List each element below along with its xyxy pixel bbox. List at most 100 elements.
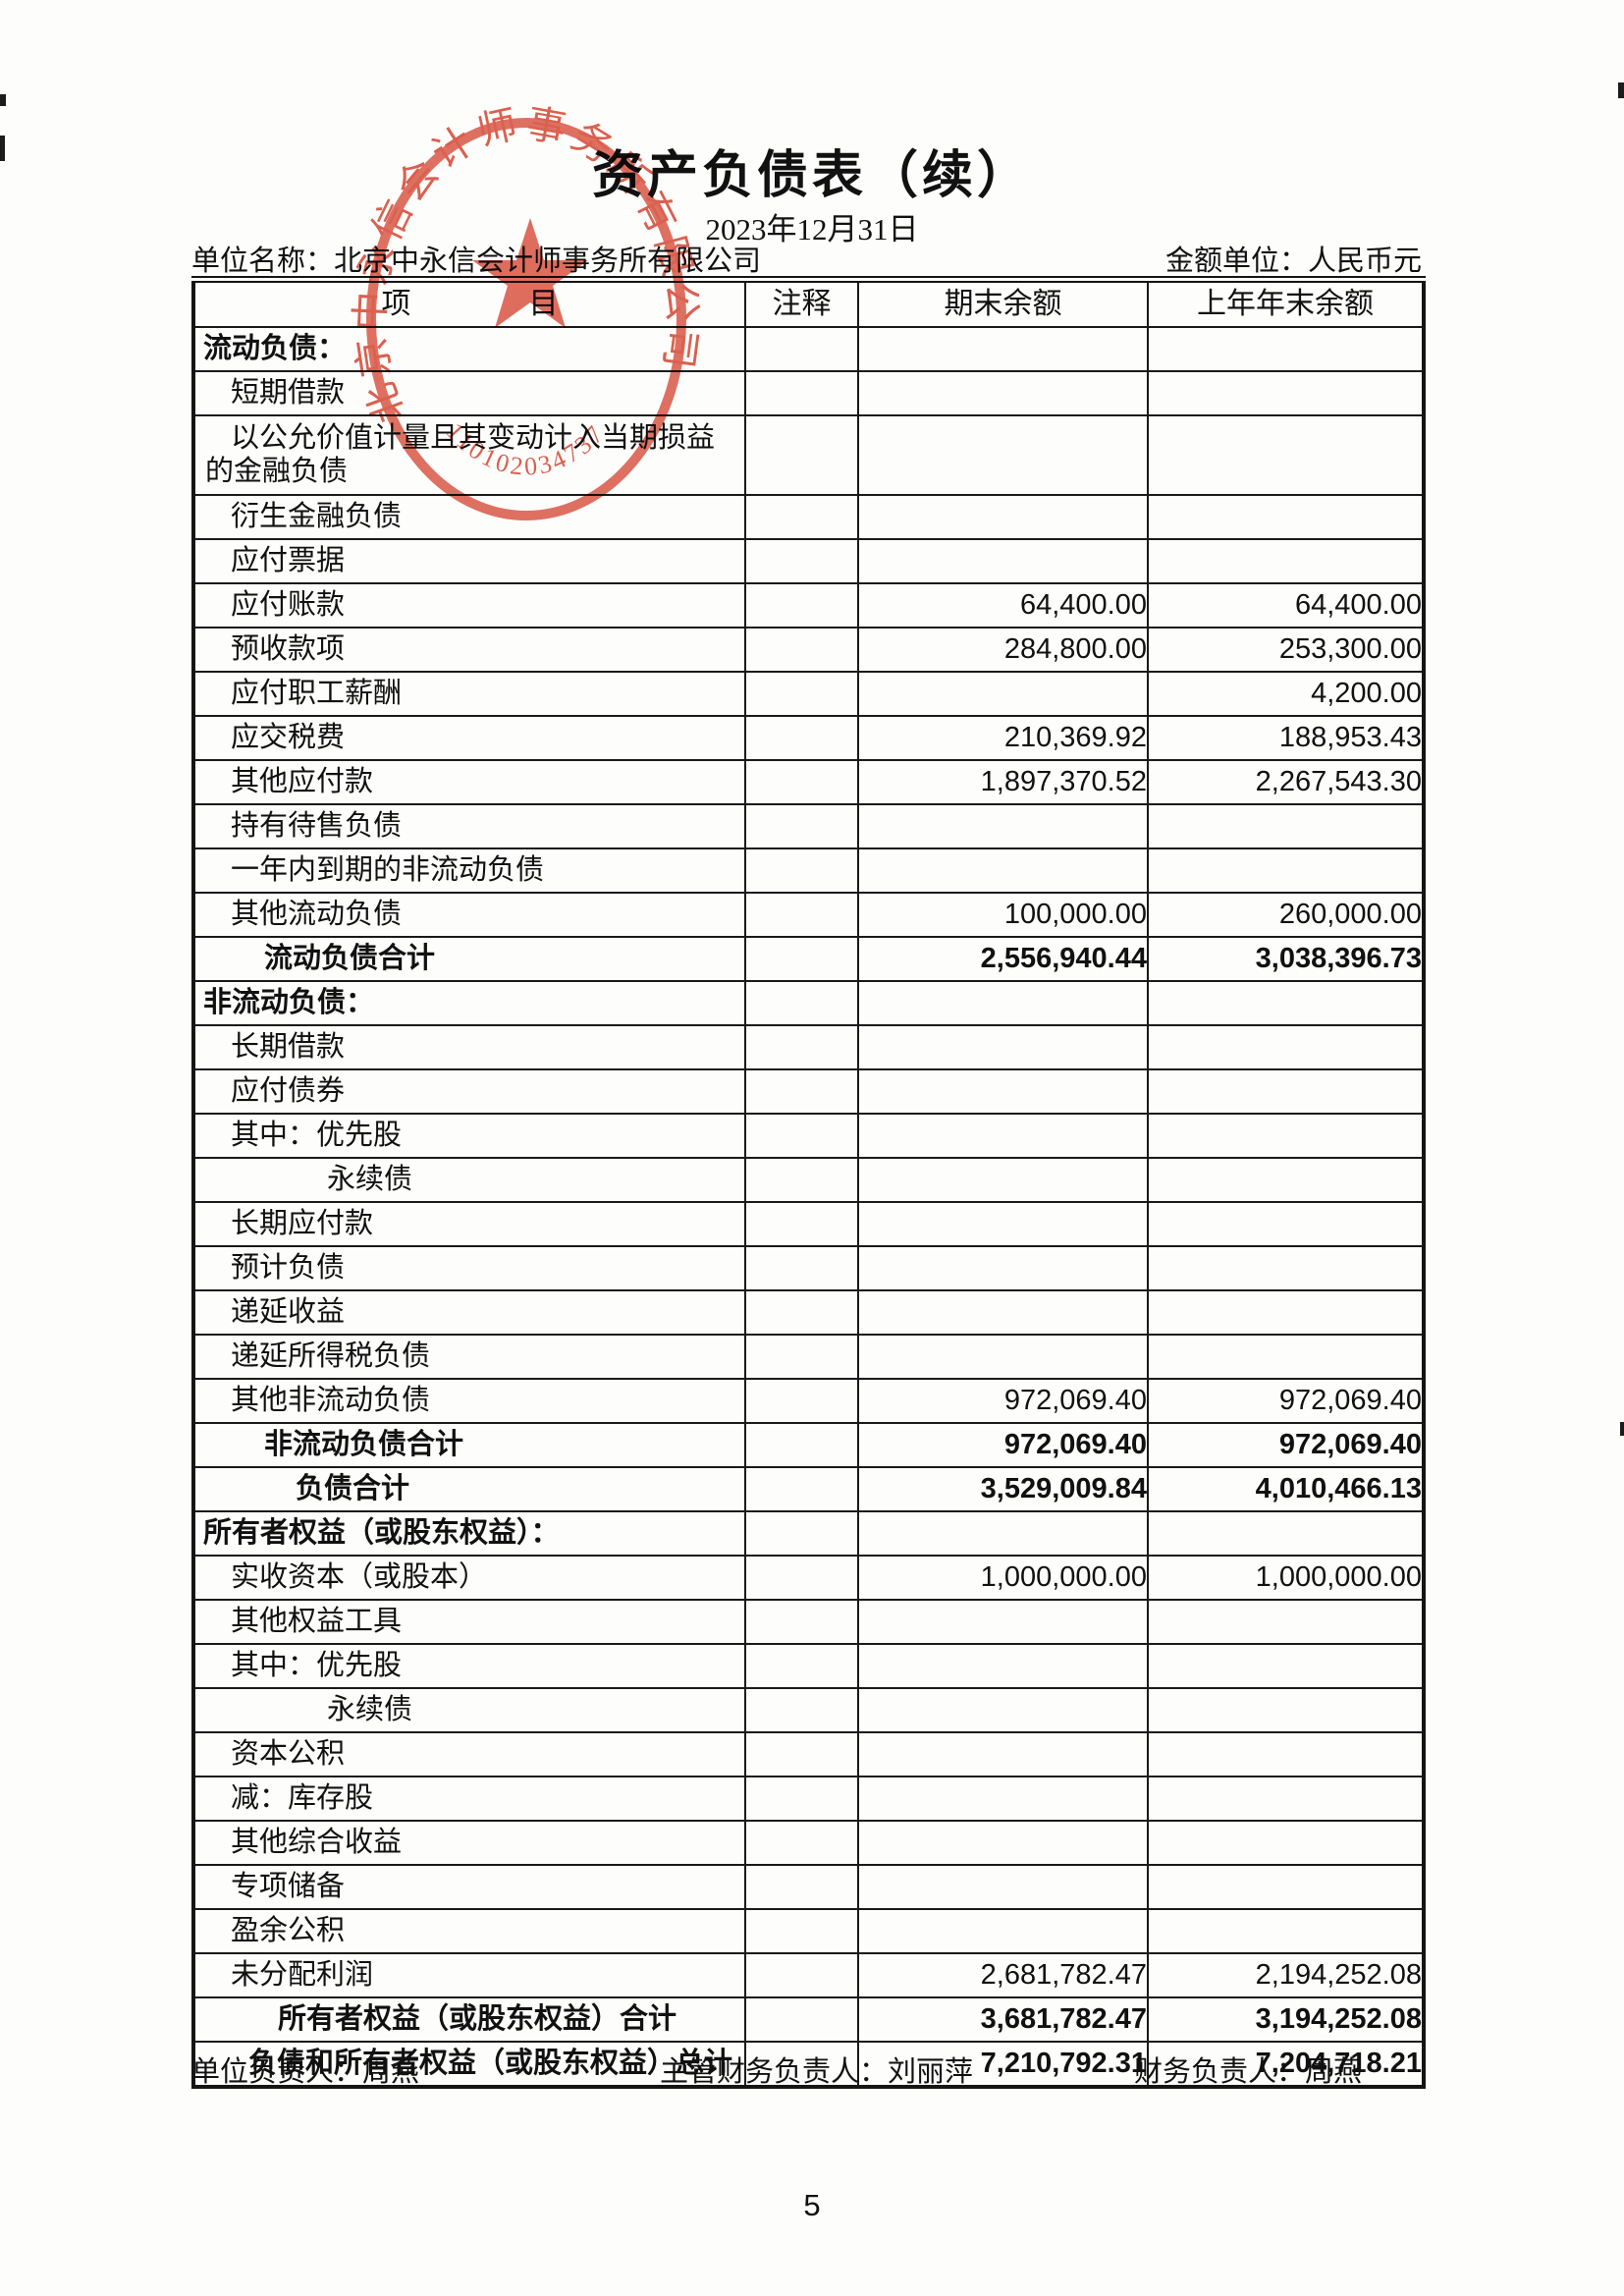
ending-balance-cell: 284,800.00 [857,627,1149,673]
table-row: 短期借款 [192,370,1425,416]
ending-balance-cell [857,1643,1149,1689]
prior-year-balance-cell [1147,980,1425,1026]
item-label-cell: 递延所得税负债 [192,1334,746,1380]
item-label-cell: 其中：优先股 [192,1643,746,1689]
report-date: 2023年12月31日 [705,212,919,246]
item-label-cell: 流动负债合计 [192,936,746,982]
note-cell [744,1599,859,1645]
ending-balance-cell [857,326,1149,372]
ending-balance-cell [857,1776,1149,1822]
prior-year-balance-cell [1147,1643,1425,1689]
prior-year-balance-cell: 260,000.00 [1147,892,1425,938]
table-row: 其他流动负债 100,000.00 260,000.00 [192,892,1425,938]
table-row: 负债合计 3,529,009.84 4,010,466.13 [192,1466,1425,1512]
item-label-cell: 其他权益工具 [192,1599,746,1645]
ending-balance-cell [857,370,1149,416]
note-cell [744,1334,859,1380]
note-cell [744,1864,859,1910]
prior-year-balance-cell [1147,1776,1425,1822]
ending-balance-cell [857,1599,1149,1645]
table-row: 应付账款 64,400.00 64,400.00 [192,582,1425,629]
table-row: 一年内到期的非流动负债 [192,847,1425,894]
ending-balance-cell [857,1024,1149,1070]
table-row: 所有者权益（或股东权益）： [192,1510,1425,1557]
table-row: 预计负债 [192,1245,1425,1291]
prior-year-balance-cell [1147,803,1425,849]
chief-finance-signature: 主管财务负责人：刘丽萍 [660,2056,974,2088]
note-cell [744,1422,859,1468]
ending-balance-cell: 972,069.40 [857,1422,1149,1468]
table-row: 长期借款 [192,1024,1425,1070]
prior-year-balance-cell [1147,1289,1425,1336]
ending-balance-cell: 2,681,782.47 [857,1952,1149,1998]
item-label-cell: 实收资本（或股本） [192,1555,746,1601]
table-row: 其中：优先股 [192,1113,1425,1159]
item-label-cell: 减：库存股 [192,1776,746,1822]
ending-balance-cell: 972,069.40 [857,1378,1149,1424]
table-row: 其他非流动负债 972,069.40 972,069.40 [192,1378,1425,1424]
prior-year-balance-cell [1147,1510,1425,1557]
note-cell [744,1687,859,1733]
prior-year-balance-cell [1147,414,1425,496]
ending-balance-cell [857,847,1149,894]
ending-balance-cell [857,538,1149,584]
table-row: 实收资本（或股本） 1,000,000.00 1,000,000.00 [192,1555,1425,1601]
note-cell [744,538,859,584]
item-label-cell: 其他综合收益 [192,1820,746,1866]
prior-year-balance-cell: 253,300.00 [1147,627,1425,673]
note-cell [744,1289,859,1336]
table-row: 以公允价值计量且其变动计入当期损益的金融负债 [192,414,1425,496]
prior-year-balance-cell [1147,1908,1425,1954]
prior-year-balance-cell: 4,200.00 [1147,671,1425,717]
item-label-cell: 递延收益 [192,1289,746,1336]
note-cell [744,671,859,717]
ending-balance-cell: 1,897,370.52 [857,759,1149,805]
prior-year-balance-cell [1147,1599,1425,1645]
column-header-item: 项 目 [192,278,746,328]
prior-year-balance-cell [1147,1157,1425,1203]
table-row: 递延所得税负债 [192,1334,1425,1380]
item-label-cell: 所有者权益（或股东权益）： [192,1510,746,1557]
note-cell [744,803,859,849]
ending-balance-cell: 3,529,009.84 [857,1466,1149,1512]
ending-balance-cell [857,1289,1149,1336]
item-label-cell: 应交税费 [192,715,746,761]
item-label-cell: 专项储备 [192,1864,746,1910]
note-cell [744,936,859,982]
prior-year-balance-cell: 2,267,543.30 [1147,759,1425,805]
ending-balance-cell [857,1201,1149,1247]
prior-year-balance-cell [1147,1245,1425,1291]
note-cell [744,582,859,629]
table-row: 持有待售负债 [192,803,1425,849]
ending-balance-cell [857,980,1149,1026]
item-label-cell: 其中：优先股 [192,1113,746,1159]
note-cell [744,1510,859,1557]
prior-year-balance-cell: 188,953.43 [1147,715,1425,761]
ending-balance-cell [857,494,1149,540]
table-header-row: 项 目 注释 期末余额 上年年末余额 [192,278,1425,328]
unit-head-signature: 单位负责人：周燕 [191,2056,420,2088]
note-cell [744,1776,859,1822]
item-label-cell: 负债和所有者权益（或股东权益）总计 [192,2041,746,2088]
ending-balance-cell [857,1157,1149,1203]
table-row: 非流动负债合计 972,069.40 972,069.40 [192,1422,1425,1468]
ending-balance-cell: 2,556,940.44 [857,936,1149,982]
prior-year-balance-cell [1147,1201,1425,1247]
table-row: 永续债 [192,1157,1425,1203]
table-row: 应交税费 210,369.92 188,953.43 [192,715,1425,761]
item-label-cell: 非流动负债： [192,980,746,1026]
note-cell [744,627,859,673]
note-cell [744,414,859,496]
table-row: 其他应付款 1,897,370.52 2,267,543.30 [192,759,1425,805]
ending-balance-cell: 210,369.92 [857,715,1149,761]
table-row: 递延收益 [192,1289,1425,1336]
item-label-cell: 其他非流动负债 [192,1378,746,1424]
ending-balance-cell [857,1068,1149,1115]
item-label-cell: 流动负债： [192,326,746,372]
ending-balance-cell [857,1245,1149,1291]
meta-line: 单位名称：北京中永信会计师事务所有限公司 金额单位：人民币元 [191,238,1422,279]
note-cell [744,1201,859,1247]
note-cell [744,370,859,416]
item-label-cell: 长期借款 [192,1024,746,1070]
